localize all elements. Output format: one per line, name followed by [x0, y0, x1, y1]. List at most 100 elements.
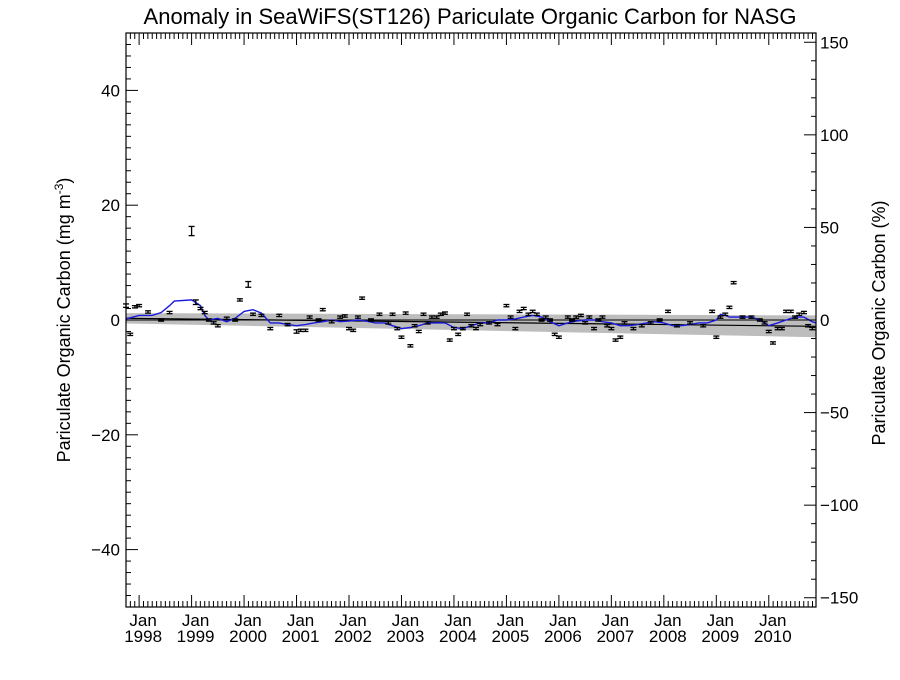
x-tick-label-month: Jan — [182, 611, 209, 630]
anomaly-point — [188, 225, 195, 237]
anomaly-point — [158, 318, 165, 322]
y-left-tick-label: −20 — [91, 426, 120, 445]
anomaly-point — [376, 312, 383, 317]
anomaly-point — [145, 310, 152, 314]
anomaly-point — [192, 299, 199, 306]
anomaly-point — [520, 306, 527, 311]
y-right-tick-label: 50 — [820, 218, 839, 237]
x-tick-label-month: Jan — [497, 611, 524, 630]
anomaly-point — [407, 344, 414, 348]
anomaly-point — [214, 323, 221, 328]
anomaly-point — [787, 309, 794, 314]
y-right-tick-label: 150 — [820, 33, 848, 52]
anomaly-point — [769, 341, 776, 345]
anomaly-point — [166, 310, 173, 315]
y-right-tick-label: −50 — [820, 404, 849, 423]
anomaly-point — [512, 326, 519, 331]
anomaly-point — [586, 315, 593, 319]
anomaly-point — [232, 318, 239, 322]
anomaly-point — [201, 310, 208, 315]
anomaly-point — [350, 328, 357, 333]
anomaly-point — [197, 306, 204, 311]
anomaly-point — [591, 326, 598, 331]
anomaly-point — [726, 305, 733, 310]
y-right-tick-label: 100 — [820, 126, 848, 145]
anomaly-point — [709, 309, 716, 314]
anomaly-point — [507, 315, 514, 319]
x-tick-label-year: 2008 — [649, 627, 687, 646]
anomaly-point — [494, 322, 501, 327]
anomaly-point — [446, 338, 453, 342]
y-left-tick-label: −40 — [91, 541, 120, 560]
anomaly-point — [450, 326, 457, 331]
x-tick-label-year: 2002 — [334, 627, 372, 646]
anomaly-point — [411, 323, 418, 328]
anomaly-point — [809, 326, 816, 331]
anomaly-point — [302, 328, 309, 333]
smoothed-series-line — [125, 299, 817, 330]
x-tick-label-year: 2005 — [492, 627, 530, 646]
anomaly-point — [455, 332, 462, 337]
x-tick-label-month: Jan — [759, 611, 786, 630]
anomaly-point — [136, 303, 143, 308]
y-axis-left-label-close: ) — [54, 178, 74, 184]
y-left-tick-label: 40 — [101, 81, 120, 100]
anomaly-point — [464, 312, 471, 317]
anomaly-point — [341, 314, 348, 318]
y-left-tick-label: 20 — [101, 196, 120, 215]
anomaly-point — [236, 298, 243, 302]
x-tick-label-month: Jan — [392, 611, 419, 630]
anomaly-point — [398, 335, 405, 340]
anomaly-point — [599, 315, 606, 319]
x-tick-label-month: Jan — [602, 611, 629, 630]
anomaly-point — [223, 316, 230, 321]
anomaly-point — [368, 318, 375, 322]
chart-title: Anomaly in SeaWiFS(ST126) Pariculate Org… — [144, 4, 797, 29]
y-left-tick-label: 0 — [111, 311, 120, 330]
anomaly-point — [503, 303, 510, 308]
anomaly-point — [638, 323, 645, 328]
y-axis-right-ticks: −150 −100 −50 0 50 100 150 — [804, 33, 858, 608]
anomaly-point — [284, 322, 291, 327]
y-axis-left-ticks: −40 −20 0 20 40 — [91, 32, 138, 608]
anomaly-point — [582, 321, 589, 325]
anomaly-point — [337, 315, 344, 319]
anomaly-point — [630, 326, 637, 331]
anomaly-point — [267, 326, 274, 331]
anomaly-point — [700, 323, 707, 328]
x-tick-label-month: Jan — [707, 611, 734, 630]
y-right-tick-label: −150 — [820, 589, 858, 608]
anomaly-point — [739, 315, 746, 319]
y-axis-left-label-superscript: -3 — [52, 183, 66, 194]
anomaly-point — [354, 315, 361, 319]
y-right-tick-label: −100 — [820, 496, 858, 515]
x-tick-label-year: 2007 — [596, 627, 634, 646]
x-tick-label-year: 1998 — [124, 627, 162, 646]
anomaly-point — [306, 315, 313, 319]
anomaly-point — [612, 338, 619, 342]
x-tick-label-month: Jan — [339, 611, 366, 630]
monthly-anomaly-points — [123, 225, 816, 348]
anomaly-point — [621, 321, 628, 325]
anomaly-point — [647, 321, 654, 325]
anomaly-point — [665, 309, 672, 314]
x-tick-label-year: 2004 — [439, 627, 477, 646]
anomaly-point — [713, 335, 720, 340]
anomaly-point — [127, 332, 134, 337]
anomaly-point — [245, 280, 252, 288]
anomaly-point — [359, 296, 366, 300]
anomaly-point — [608, 326, 615, 331]
anomaly-point — [385, 321, 392, 325]
x-tick-label-year: 2001 — [282, 627, 320, 646]
x-tick-label-month: Jan — [287, 611, 314, 630]
x-tick-label-year: 2009 — [701, 627, 739, 646]
anomaly-point — [459, 326, 466, 331]
anomaly-point — [778, 326, 785, 331]
anomaly-point — [748, 315, 755, 319]
anomaly-point — [328, 319, 335, 324]
anomaly-point — [555, 335, 562, 340]
anomaly-point — [765, 329, 772, 334]
anomaly-point — [800, 310, 807, 315]
